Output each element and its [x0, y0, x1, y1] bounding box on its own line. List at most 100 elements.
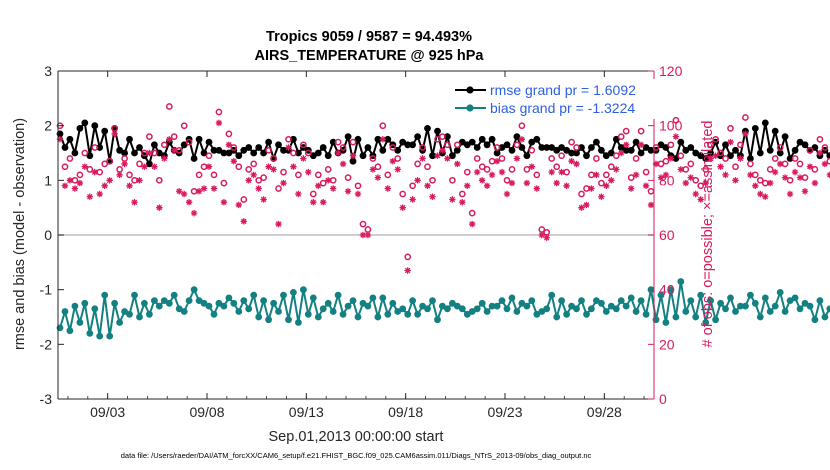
- obs-assimilated-marker: [300, 155, 307, 162]
- legend-rmse-marker: [466, 86, 474, 94]
- rmse-point: [329, 138, 337, 146]
- bias-point: [617, 297, 625, 304]
- rmse-point: [364, 144, 372, 151]
- rmse-point: [607, 149, 615, 157]
- obs-possible-marker: [786, 176, 794, 184]
- bias-point: [314, 313, 322, 321]
- obs-possible-marker: [692, 176, 700, 184]
- obs-assimilated-marker: [156, 204, 163, 211]
- obs-assimilated-marker: [126, 182, 133, 189]
- bias-point: [801, 299, 809, 307]
- rmse-point: [354, 135, 362, 143]
- y-right-tick-label: 100: [659, 118, 683, 134]
- obs-possible-marker: [250, 160, 258, 168]
- obs-possible-marker: [578, 190, 585, 198]
- obs-assimilated-marker: [652, 160, 660, 168]
- obs-possible-marker: [513, 141, 521, 149]
- obs-assimilated-marker: [573, 160, 580, 168]
- obs-possible-marker: [766, 166, 774, 173]
- obs-assimilated-marker: [637, 141, 645, 148]
- rmse-point: [508, 146, 516, 154]
- obs-assimilated-marker: [687, 174, 694, 181]
- obs-assimilated-marker: [483, 182, 491, 189]
- rmse-point: [146, 160, 153, 168]
- bias-point: [737, 302, 744, 310]
- rmse-point: [687, 144, 695, 151]
- obs-possible-marker: [106, 157, 114, 165]
- obs-possible-marker: [439, 133, 446, 140]
- bias-point: [791, 294, 799, 302]
- obs-assimilated-marker: [727, 138, 734, 146]
- obs-possible-marker: [210, 171, 218, 179]
- obs-assimilated-marker: [608, 177, 615, 184]
- obs-possible-marker: [334, 138, 342, 146]
- obs-assimilated-marker: [598, 193, 605, 200]
- obs-possible-marker: [533, 171, 541, 179]
- bias-point: [309, 294, 317, 302]
- bias-point: [61, 308, 69, 315]
- obs-assimilated-marker: [702, 179, 709, 187]
- obs-possible-marker: [170, 133, 178, 140]
- rmse-point: [116, 146, 123, 154]
- obs-assimilated-marker: [528, 163, 536, 170]
- rmse-point: [722, 141, 729, 149]
- obs-assimilated-marker: [583, 201, 590, 209]
- obs-assimilated-marker: [320, 199, 327, 206]
- obs-assimilated-marker: [513, 155, 521, 162]
- obs-possible-marker: [598, 179, 605, 187]
- bias-point: [523, 302, 531, 310]
- bias-point: [612, 305, 620, 313]
- bias-point: [563, 310, 570, 318]
- rmse-point: [776, 149, 784, 157]
- obs-assimilated-marker: [280, 179, 287, 187]
- obs-assimilated-marker: [771, 168, 779, 176]
- obs-possible-marker: [776, 144, 784, 151]
- obs-assimilated-marker: [478, 177, 486, 184]
- obs-assimilated-marker: [185, 199, 193, 206]
- bias-point: [364, 302, 372, 310]
- rmse-point: [632, 138, 640, 146]
- rmse-point: [751, 124, 759, 132]
- rmse-point: [488, 135, 496, 143]
- bias-point: [697, 291, 705, 299]
- rmse-point: [235, 152, 243, 160]
- rmse-point: [151, 141, 158, 149]
- bias-point: [324, 299, 332, 307]
- obs-possible-marker: [66, 155, 74, 162]
- obs-possible-marker: [756, 176, 764, 184]
- bias-point: [91, 305, 99, 313]
- rmse-point: [255, 144, 263, 151]
- obs-assimilated-marker: [250, 171, 257, 179]
- obs-possible-marker: [359, 220, 367, 228]
- obs-possible-marker: [573, 144, 580, 151]
- obs-assimilated-marker: [56, 136, 64, 143]
- y-left-tick-label: 2: [44, 118, 52, 134]
- bias-point: [478, 299, 486, 307]
- rmse-point: [583, 152, 590, 160]
- obs-assimilated-marker: [732, 177, 739, 184]
- obs-possible-marker: [205, 152, 213, 160]
- rmse-point: [374, 135, 382, 143]
- obs-possible-marker: [493, 144, 501, 151]
- bias-point: [230, 299, 238, 307]
- series-group: [56, 103, 830, 340]
- bias-point: [602, 308, 610, 315]
- obs-assimilated-marker: [449, 196, 456, 203]
- x-tick-label: 09/13: [289, 404, 324, 420]
- obs-possible-marker: [652, 144, 660, 151]
- rmse-point: [791, 146, 799, 154]
- bias-point: [170, 291, 178, 299]
- obs-assimilated-marker: [166, 136, 173, 143]
- obs-possible-marker: [374, 163, 382, 171]
- rmse-point: [617, 144, 625, 151]
- bias-point: [190, 286, 198, 294]
- bias-point: [498, 297, 506, 304]
- rmse-point: [71, 149, 79, 157]
- rmse-point: [781, 133, 789, 141]
- obs-possible-marker: [637, 127, 645, 135]
- bias-point: [593, 297, 600, 304]
- obs-possible-marker: [434, 135, 441, 143]
- obs-assimilated-marker: [200, 185, 208, 192]
- bias-point: [692, 313, 700, 321]
- rmse-point: [558, 144, 565, 151]
